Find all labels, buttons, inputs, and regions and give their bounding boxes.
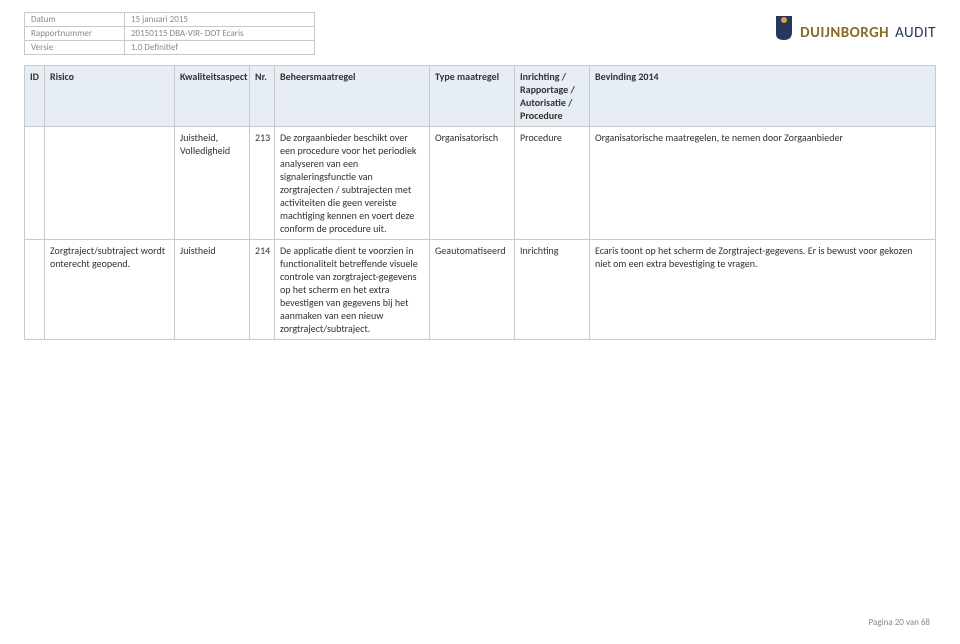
brand-mark-icon [772,14,796,42]
col-header-nr: Nr. [250,66,275,127]
footer-total-pages: 68 [921,617,930,628]
col-header-inricht: Inrichting / Rapportage / Autorisatie / … [515,66,590,127]
cell-kwal: Juistheid [175,240,250,340]
meta-label: Versie [25,41,125,55]
col-header-type: Type maatregel [430,66,515,127]
cell-risico: Zorgtraject/subtraject wordt onterecht g… [45,240,175,340]
table-row: Zorgtraject/subtraject wordt onterecht g… [25,240,936,340]
table-header-row: ID Risico Kwaliteitsaspect Nr. Beheersma… [25,66,936,127]
cell-maatregel: De applicatie dient te voorzien in funct… [275,240,430,340]
meta-row: Datum 15 januari 2015 [25,13,315,27]
col-header-maatregel: Beheersmaatregel [275,66,430,127]
footer-prefix: Pagina [869,617,895,628]
brand-text: DUIJNBORGH AUDIT [800,24,936,42]
brand-main-text: DUIJNBORGH [800,24,889,42]
cell-inricht: Procedure [515,127,590,240]
col-header-bevind: Bevinding 2014 [590,66,936,127]
col-header-id: ID [25,66,45,127]
cell-nr: 213 [250,127,275,240]
col-header-risico: Risico [45,66,175,127]
table-row: Juistheid, Volledigheid 213 De zorgaanbi… [25,127,936,240]
meta-row: Rapportnummer 20150115 DBA-VIR- DOT Ecar… [25,27,315,41]
brand-sub-text: AUDIT [895,24,936,42]
footer-current-page: 20 [895,617,904,628]
header-row: Datum 15 januari 2015 Rapportnummer 2015… [24,12,936,55]
meta-label: Rapportnummer [25,27,125,41]
cell-id [25,127,45,240]
meta-label: Datum [25,13,125,27]
meta-value: 20150115 DBA-VIR- DOT Ecaris [125,27,315,41]
cell-inricht: Inrichting [515,240,590,340]
page-footer: Pagina 20 van 68 [869,617,930,628]
meta-row: Versie 1.0 Definitief [25,41,315,55]
cell-bevind: Ecaris toont op het scherm de Zorgtrajec… [590,240,936,340]
meta-value: 1.0 Definitief [125,41,315,55]
col-header-kwal: Kwaliteitsaspect [175,66,250,127]
cell-nr: 214 [250,240,275,340]
cell-maatregel: De zorgaanbieder beschikt over een proce… [275,127,430,240]
meta-table: Datum 15 januari 2015 Rapportnummer 2015… [24,12,315,55]
page-container: Datum 15 januari 2015 Rapportnummer 2015… [0,0,960,352]
cell-bevind: Organisatorische maatregelen, te nemen d… [590,127,936,240]
brand-logo: DUIJNBORGH AUDIT [772,12,936,42]
cell-type: Organisatorisch [430,127,515,240]
meta-value: 15 januari 2015 [125,13,315,27]
cell-id [25,240,45,340]
main-table: ID Risico Kwaliteitsaspect Nr. Beheersma… [24,65,936,340]
cell-risico [45,127,175,240]
footer-separator: van [904,617,921,628]
cell-kwal: Juistheid, Volledigheid [175,127,250,240]
cell-type: Geautomatiseerd [430,240,515,340]
